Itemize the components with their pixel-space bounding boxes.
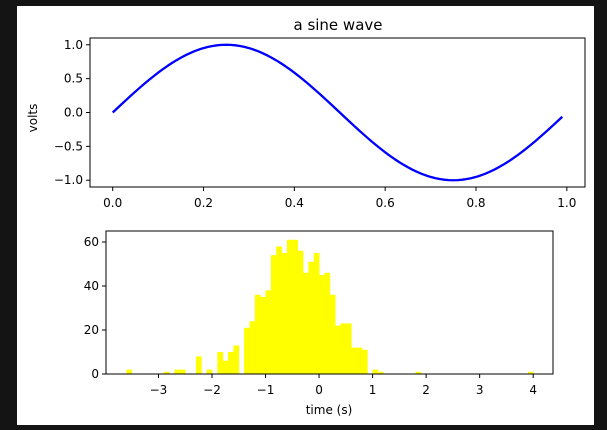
- histogram-bar: [356, 347, 363, 374]
- figure: a sine wave volts 0.0 0.2 0.4 0.6 0.8 1.0 −1.…: [17, 6, 594, 425]
- x-tick-label: 0.8: [466, 196, 485, 210]
- y-axis-ticks: −1.0 −0.5 0.0 0.5 1.0: [54, 38, 90, 187]
- histogram-bar: [415, 371, 422, 374]
- x-tick-label: 1.0: [557, 196, 576, 210]
- plot-area: [111, 43, 564, 182]
- histogram-bar: [254, 294, 261, 374]
- histogram-bar: [228, 352, 234, 374]
- histogram-bar: [297, 250, 304, 374]
- histogram-bar: [206, 369, 213, 374]
- y-tick-label: 20: [84, 323, 99, 337]
- y-axis-label: volts: [26, 104, 40, 133]
- y-tick-label: 0.0: [64, 106, 83, 120]
- histogram-bar: [292, 239, 299, 374]
- x-tick-label: 3: [476, 383, 484, 397]
- y-axis-ticks: 0 20 40 60: [84, 235, 106, 381]
- x-tick-label: 4: [529, 383, 537, 397]
- histogram-bar: [527, 371, 534, 374]
- histogram-bar: [233, 345, 240, 374]
- histogram-bar: [281, 253, 288, 374]
- histogram-bar: [286, 239, 293, 374]
- y-tick-label: −0.5: [54, 139, 83, 153]
- histogram-bar: [265, 290, 272, 374]
- histogram-bar: [244, 327, 250, 374]
- histogram-bar: [222, 360, 229, 374]
- histogram-bar: [340, 323, 347, 374]
- y-tick-label: 0: [91, 367, 99, 381]
- histogram-bar: [270, 255, 277, 374]
- y-tick-label: 0.5: [64, 72, 83, 86]
- x-tick-label: −1: [257, 383, 275, 397]
- sine-wave-chart: a sine wave volts 0.0 0.2 0.4 0.6 0.8 1.0 −1.…: [26, 16, 586, 210]
- histogram-bar: [319, 275, 325, 374]
- x-tick-label: 0.6: [376, 196, 395, 210]
- y-tick-label: 40: [84, 279, 99, 293]
- x-tick-label: −3: [150, 383, 168, 397]
- y-tick-label: 1.0: [64, 38, 83, 52]
- x-tick-label: −2: [203, 383, 221, 397]
- histogram-bar: [126, 369, 133, 374]
- x-axis-ticks: −3 −2 −1 0 1 2 3 4: [150, 374, 537, 397]
- plot-area: [126, 239, 534, 374]
- histogram-bar: [329, 294, 336, 374]
- chart-title: a sine wave: [293, 16, 382, 34]
- figure-canvas: a sine wave volts 0.0 0.2 0.4 0.6 0.8 1.0 −1.…: [26, 16, 586, 417]
- y-tick-label: −1.0: [54, 173, 83, 187]
- histogram-bar: [313, 253, 320, 374]
- sine-line: [111, 43, 564, 182]
- histogram-bar: [195, 356, 202, 374]
- x-tick-label: 0.0: [103, 196, 122, 210]
- axes-frame: [89, 37, 586, 188]
- x-tick-label: 1: [369, 383, 377, 397]
- y-tick-label: 60: [84, 235, 99, 249]
- x-axis-ticks: 0.0 0.2 0.4 0.6 0.8 1.0: [103, 187, 576, 210]
- histogram-bar: [303, 272, 309, 374]
- x-tick-label: 0: [315, 383, 323, 397]
- histogram-bar: [324, 272, 331, 374]
- histogram-bar: [351, 347, 357, 374]
- histogram-bar: [372, 369, 379, 374]
- x-tick-label: 2: [422, 383, 430, 397]
- x-tick-label: 0.2: [194, 196, 213, 210]
- histogram-bar: [335, 325, 341, 374]
- histogram-bar: [345, 323, 352, 374]
- histogram-bar: [308, 261, 315, 374]
- histogram-bar: [377, 371, 384, 374]
- x-tick-label: 0.4: [285, 196, 304, 210]
- x-axis-label: time (s): [306, 403, 353, 417]
- axes-frame: [105, 230, 554, 375]
- histogram-bar: [174, 369, 181, 374]
- histogram-bar: [179, 369, 186, 374]
- histogram-bar: [361, 349, 368, 374]
- histogram-bar: [260, 297, 266, 374]
- histogram-bar: [217, 352, 224, 374]
- histogram-bar: [276, 246, 282, 374]
- histogram-bar: [163, 371, 170, 374]
- histogram-bar: [249, 321, 256, 374]
- histogram-chart: −3 −2 −1 0 1 2 3 4 0 20 40 60 time (s): [84, 230, 554, 417]
